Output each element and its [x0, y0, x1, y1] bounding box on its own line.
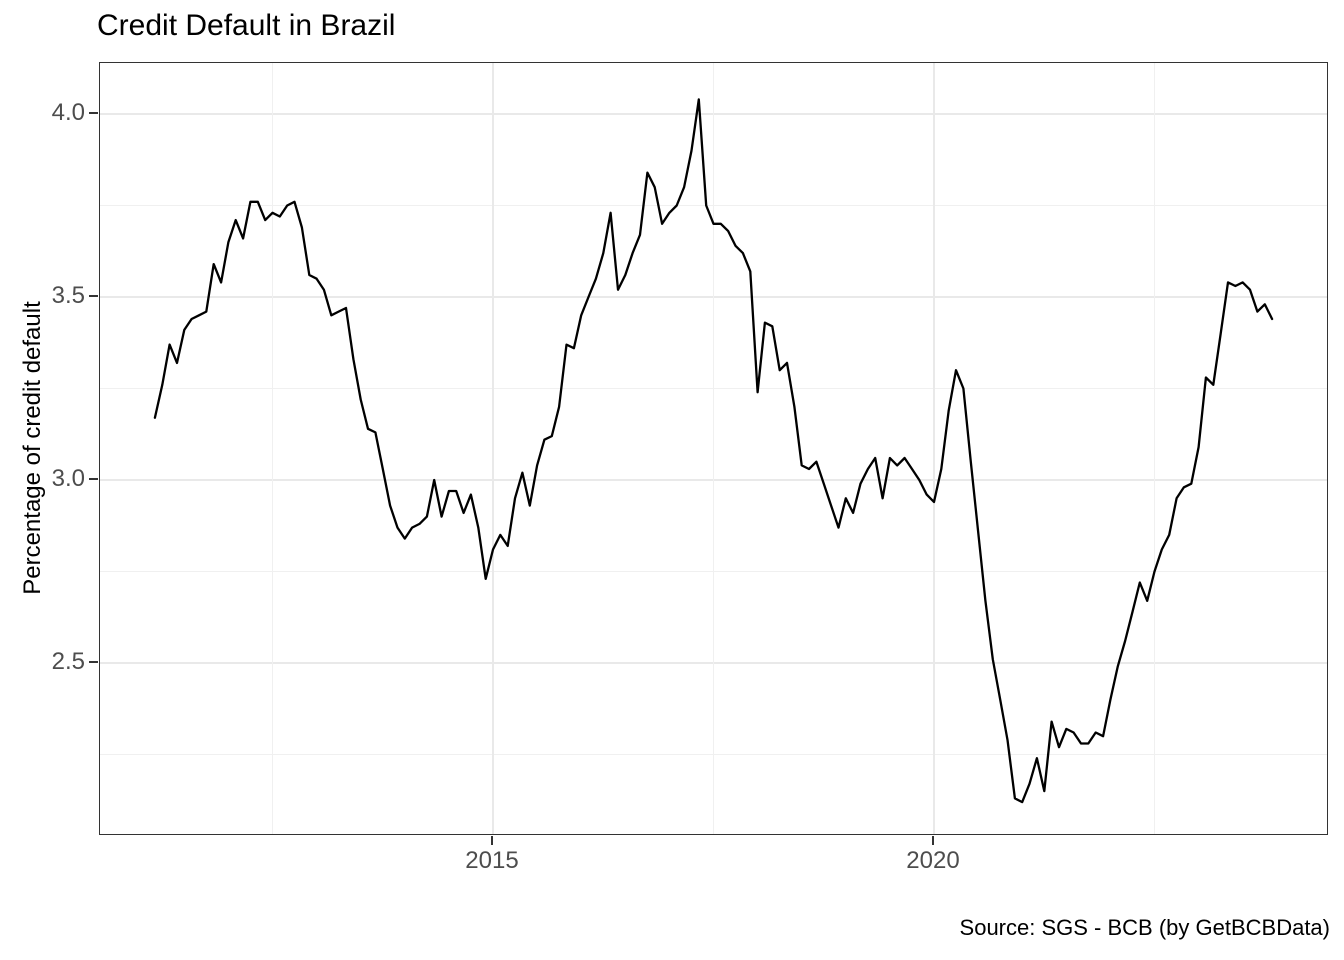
y-axis-tick-mark	[89, 661, 98, 663]
y-axis-tick-label: 3.5	[51, 282, 85, 309]
y-axis-tick-label: 4.0	[51, 99, 85, 126]
gridline-vertical-minor	[713, 63, 714, 834]
chart-title: Credit Default in Brazil	[97, 9, 396, 42]
y-axis-title: Percentage of credit default	[19, 301, 46, 595]
gridline-vertical-minor	[1154, 63, 1155, 834]
gridline-vertical-minor	[272, 63, 273, 834]
line-series	[153, 98, 1274, 804]
y-axis-tick-label: 3.0	[51, 465, 85, 492]
x-axis-tick-mark	[932, 836, 934, 845]
gridline-vertical-major	[933, 63, 935, 834]
y-axis-tick-label: 2.5	[51, 648, 85, 675]
y-axis-tick-mark	[89, 295, 98, 297]
gridline-vertical-major	[492, 63, 494, 834]
plot-panel	[99, 62, 1328, 835]
y-axis-tick-mark	[89, 112, 98, 114]
source-caption: Source: SGS - BCB (by GetBCBData)	[959, 915, 1330, 940]
y-axis-tick-mark	[89, 478, 98, 480]
x-axis-tick-mark	[491, 836, 493, 845]
x-axis-tick-label: 2020	[906, 847, 960, 874]
x-axis-tick-label: 2015	[465, 847, 519, 874]
credit-default-line	[153, 98, 1274, 804]
